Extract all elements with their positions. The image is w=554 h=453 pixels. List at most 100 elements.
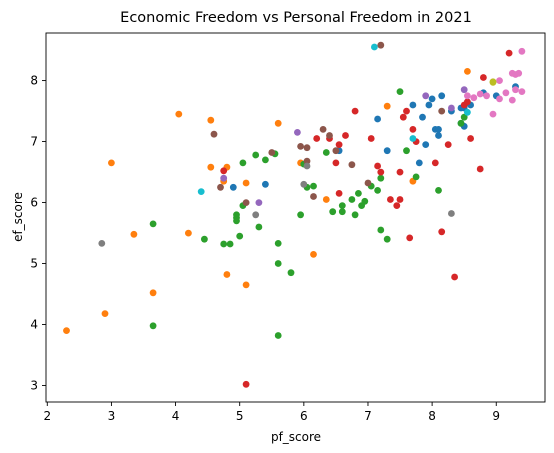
data-point-red-17 bbox=[403, 107, 410, 115]
chart-title: Economic Freedom vs Personal Freedom in … bbox=[120, 10, 472, 26]
y-tick-label-8: 8 bbox=[30, 74, 38, 88]
data-point-red-0 bbox=[220, 167, 228, 175]
data-point-cyan-0 bbox=[197, 188, 205, 196]
data-point-red-12 bbox=[387, 196, 394, 203]
data-point-orange-14 bbox=[274, 119, 282, 127]
data-point-cyan-2 bbox=[409, 135, 417, 142]
data-point-green-11 bbox=[252, 151, 260, 159]
data-point-red-30 bbox=[505, 49, 513, 57]
data-point-green-28 bbox=[351, 211, 359, 219]
y-tick-label-6: 6 bbox=[30, 196, 38, 210]
data-point-green-41 bbox=[457, 119, 465, 127]
data-point-olive-1 bbox=[489, 79, 497, 86]
data-point-pink-8 bbox=[512, 86, 519, 94]
data-point-green-31 bbox=[361, 197, 369, 205]
data-point-brown-5 bbox=[303, 144, 311, 152]
data-point-green-4 bbox=[226, 240, 234, 248]
data-point-purple-0 bbox=[220, 174, 228, 182]
data-point-cyan-3 bbox=[464, 108, 471, 116]
data-point-red-23 bbox=[444, 141, 452, 149]
data-point-red-4 bbox=[332, 159, 340, 167]
x-tick-label-8: 8 bbox=[428, 409, 436, 423]
data-point-red-13 bbox=[393, 202, 401, 210]
data-point-green-39 bbox=[412, 173, 420, 181]
data-point-red-1 bbox=[242, 380, 250, 388]
data-point-orange-3 bbox=[130, 230, 138, 238]
data-point-red-6 bbox=[335, 141, 343, 149]
data-point-blue-6 bbox=[425, 101, 433, 109]
data-point-brown-1 bbox=[217, 183, 224, 191]
x-tick-label-7: 7 bbox=[364, 409, 372, 423]
data-point-gray-4 bbox=[448, 210, 455, 217]
data-point-orange-8 bbox=[207, 116, 215, 124]
y-axis-label: ef_score bbox=[11, 192, 25, 242]
data-point-brown-0 bbox=[210, 130, 218, 138]
x-tick-label-6: 6 bbox=[300, 409, 308, 423]
y-tick-label-7: 7 bbox=[30, 135, 38, 149]
data-point-red-14 bbox=[396, 196, 404, 203]
data-point-blue-3 bbox=[374, 115, 381, 123]
data-point-pink-13 bbox=[470, 94, 478, 102]
data-point-brown-3 bbox=[268, 149, 276, 156]
data-point-red-10 bbox=[374, 162, 381, 170]
data-point-red-19 bbox=[409, 125, 417, 133]
data-point-green-34 bbox=[377, 174, 385, 182]
x-tick-label-3: 3 bbox=[108, 409, 116, 423]
data-point-purple-2 bbox=[294, 129, 301, 136]
data-point-brown-7 bbox=[310, 193, 317, 200]
data-point-brown-12 bbox=[364, 179, 372, 187]
data-point-green-23 bbox=[322, 149, 330, 156]
data-point-gray-0 bbox=[98, 240, 106, 247]
data-point-pink-5 bbox=[502, 89, 510, 97]
data-point-red-29 bbox=[480, 74, 487, 81]
data-point-green-26 bbox=[338, 208, 346, 216]
data-point-red-21 bbox=[431, 159, 439, 167]
data-point-red-24 bbox=[451, 273, 458, 281]
x-tick-label-4: 4 bbox=[172, 409, 180, 423]
plot-frame bbox=[45, 32, 546, 403]
data-point-orange-18 bbox=[383, 102, 391, 110]
data-point-red-7 bbox=[342, 132, 349, 139]
data-point-purple-3 bbox=[448, 104, 455, 112]
data-point-gray-2 bbox=[300, 180, 308, 188]
data-point-pink-14 bbox=[496, 77, 503, 84]
points-layer bbox=[63, 41, 526, 388]
data-point-red-15 bbox=[396, 168, 404, 176]
data-point-blue-23 bbox=[428, 95, 436, 103]
data-point-orange-0 bbox=[63, 327, 70, 334]
data-point-orange-16 bbox=[310, 251, 317, 258]
data-point-orange-13 bbox=[242, 281, 250, 289]
data-point-green-19 bbox=[297, 211, 304, 219]
data-point-orange-6 bbox=[185, 229, 192, 237]
data-point-green-2 bbox=[201, 235, 208, 243]
data-point-green-16 bbox=[274, 260, 282, 267]
data-point-green-12 bbox=[255, 223, 263, 231]
data-point-blue-9 bbox=[435, 132, 442, 139]
data-point-blue-0 bbox=[229, 183, 237, 191]
y-tick-label-3: 3 bbox=[30, 379, 38, 393]
data-point-orange-12 bbox=[242, 179, 250, 187]
data-point-pink-1 bbox=[476, 90, 484, 98]
data-point-gray-1 bbox=[252, 211, 260, 219]
data-point-red-9 bbox=[367, 135, 375, 142]
data-point-green-18 bbox=[287, 269, 295, 277]
data-point-green-25 bbox=[338, 202, 346, 210]
data-point-orange-2 bbox=[108, 159, 115, 167]
data-point-pink-10 bbox=[515, 69, 523, 77]
data-point-brown-4 bbox=[297, 143, 304, 150]
data-point-brown-13 bbox=[377, 41, 385, 49]
data-point-green-24 bbox=[329, 208, 337, 216]
data-point-red-26 bbox=[464, 98, 471, 106]
data-point-purple-4 bbox=[460, 86, 468, 94]
data-point-green-17 bbox=[274, 332, 282, 339]
data-point-brown-10 bbox=[332, 147, 340, 155]
x-tick-label-2: 2 bbox=[43, 409, 51, 423]
data-point-cyan-1 bbox=[371, 43, 378, 51]
data-point-purple-1 bbox=[255, 199, 263, 207]
x-axis: 2 3 4 5 6 7 8 9 bbox=[43, 402, 500, 423]
data-point-green-0 bbox=[149, 220, 157, 228]
data-point-green-3 bbox=[220, 240, 228, 248]
data-point-brown-2 bbox=[242, 199, 250, 207]
x-tick-label-5: 5 bbox=[236, 409, 244, 423]
